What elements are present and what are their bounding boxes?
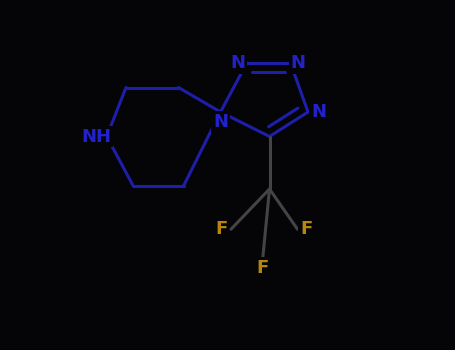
Text: N: N <box>231 54 246 72</box>
Text: N: N <box>311 103 326 121</box>
Text: F: F <box>300 220 313 238</box>
Text: N: N <box>213 113 228 131</box>
Text: NH: NH <box>81 127 111 146</box>
Text: F: F <box>256 259 268 277</box>
Text: N: N <box>291 54 306 72</box>
Text: F: F <box>215 220 228 238</box>
